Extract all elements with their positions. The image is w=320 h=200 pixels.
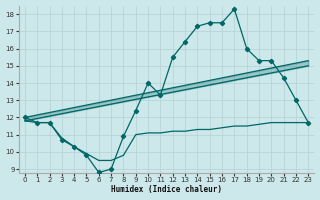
X-axis label: Humidex (Indice chaleur): Humidex (Indice chaleur) (111, 185, 222, 194)
